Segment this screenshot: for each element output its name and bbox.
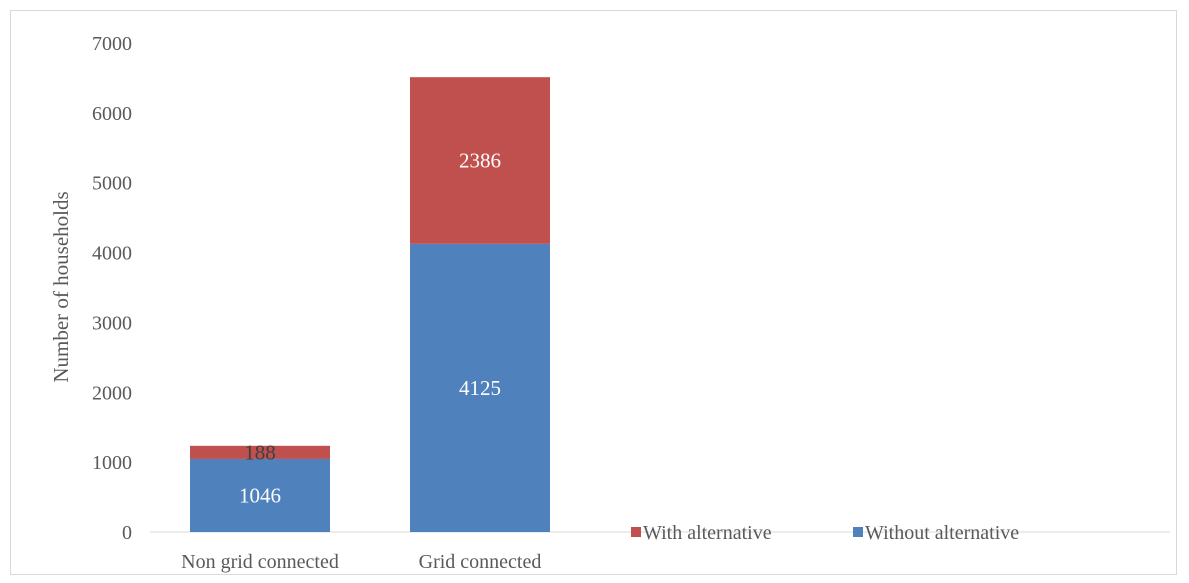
y-axis-ticks: 0 1000 2000 3000 4000 5000 6000 7000 xyxy=(92,33,132,544)
y-tick-label-3000: 3000 xyxy=(92,312,132,334)
y-tick-label-7000: 7000 xyxy=(92,33,132,55)
legend-swatch-with-alternative xyxy=(631,527,641,537)
data-label-with-alternative-grid-connected: 2386 xyxy=(459,148,501,172)
bars: 1046 188 4125 2386 xyxy=(190,77,550,532)
legend-label-without-alternative: Without alternative xyxy=(865,522,1019,544)
legend-label-with-alternative: With alternative xyxy=(643,522,772,544)
y-axis-title: Number of households xyxy=(49,191,73,382)
data-label-with-alternative-non-grid-connected: 188 xyxy=(244,440,276,464)
bar-without-alternative-non-grid-connected xyxy=(190,458,330,532)
y-tick-label-0: 0 xyxy=(122,522,132,544)
data-label-without-alternative-grid-connected: 4125 xyxy=(459,376,501,400)
y-tick-label-5000: 5000 xyxy=(92,173,132,195)
x-axis-ticks: Non grid connected Grid connected xyxy=(181,551,541,573)
y-tick-label-2000: 2000 xyxy=(92,382,132,404)
y-tick-label-1000: 1000 xyxy=(92,452,132,474)
x-tick-label-non-grid-connected: Non grid connected xyxy=(181,551,339,573)
bar-with-alternative-non-grid-connected xyxy=(190,445,330,459)
bar-with-alternative-grid-connected xyxy=(410,77,550,244)
bar-without-alternative-grid-connected xyxy=(410,243,550,532)
legend: With alternative Without alternative xyxy=(628,522,1019,544)
y-tick-label-4000: 4000 xyxy=(92,243,132,265)
data-label-without-alternative-non-grid-connected: 1046 xyxy=(239,483,281,507)
y-tick-label-6000: 6000 xyxy=(92,103,132,125)
legend-swatch-without-alternative xyxy=(853,527,863,537)
x-tick-label-grid-connected: Grid connected xyxy=(419,551,542,573)
